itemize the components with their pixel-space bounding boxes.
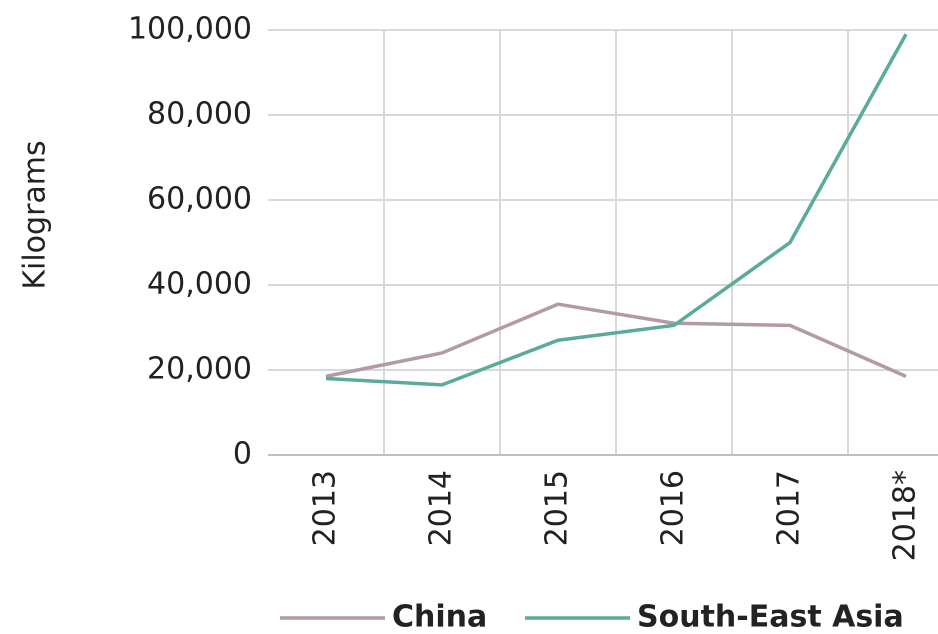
series-line <box>325 33 908 387</box>
x-tick-label: 2018* <box>888 470 923 561</box>
x-tick-label: 2016 <box>656 470 691 546</box>
y-tick-label: 80,000 <box>147 97 252 132</box>
series-line <box>325 302 907 379</box>
x-tick-label: 2015 <box>540 470 575 546</box>
x-tick-label: 2013 <box>308 470 343 546</box>
y-tick-label: 100,000 <box>128 12 252 47</box>
y-tick-label: 0 <box>233 437 252 472</box>
legend-label: South-East Asia <box>637 600 904 634</box>
y-tick-label: 20,000 <box>147 352 252 387</box>
x-tick-label: 2014 <box>424 470 459 546</box>
legend-label: China <box>392 600 487 634</box>
y-axis-label: Kilograms <box>18 140 53 289</box>
y-tick-label: 40,000 <box>147 267 252 302</box>
y-tick-label: 60,000 <box>147 182 252 217</box>
x-tick-label: 2017 <box>772 470 807 546</box>
